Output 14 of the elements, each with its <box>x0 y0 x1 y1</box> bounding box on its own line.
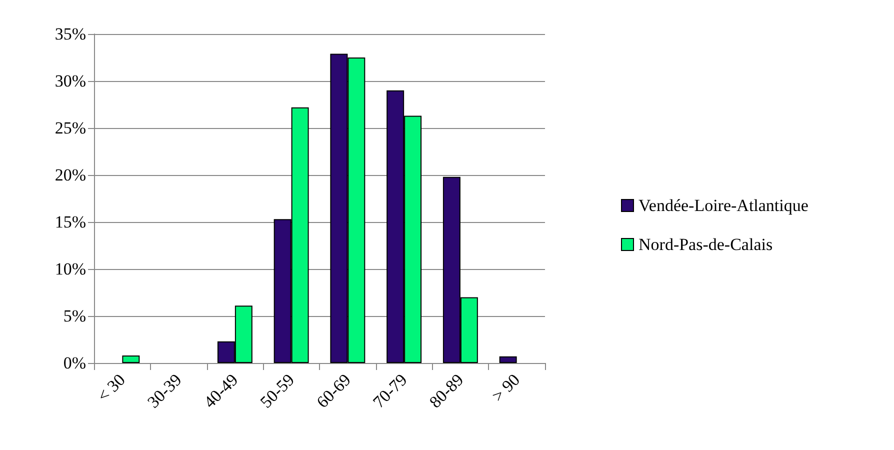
bar <box>499 356 517 363</box>
y-tick-label: 0% <box>63 354 86 372</box>
y-tick-label: 5% <box>63 306 86 326</box>
bar <box>122 355 140 363</box>
y-tick-label: 30% <box>54 72 86 90</box>
y-tick-label: 10% <box>54 260 86 278</box>
y-tick-label: 35% <box>54 24 86 44</box>
legend-label: Nord-Pas-de-Calais <box>638 235 773 254</box>
legend-label: Vendée-Loire-Atlantique <box>638 196 808 215</box>
y-tick-label: 20% <box>54 166 86 184</box>
y-tick-label: 25% <box>54 118 86 138</box>
x-tick-label: < 30 <box>94 370 129 406</box>
x-tick-label: > 90 <box>488 370 524 406</box>
y-tick-label: 15% <box>54 212 86 232</box>
